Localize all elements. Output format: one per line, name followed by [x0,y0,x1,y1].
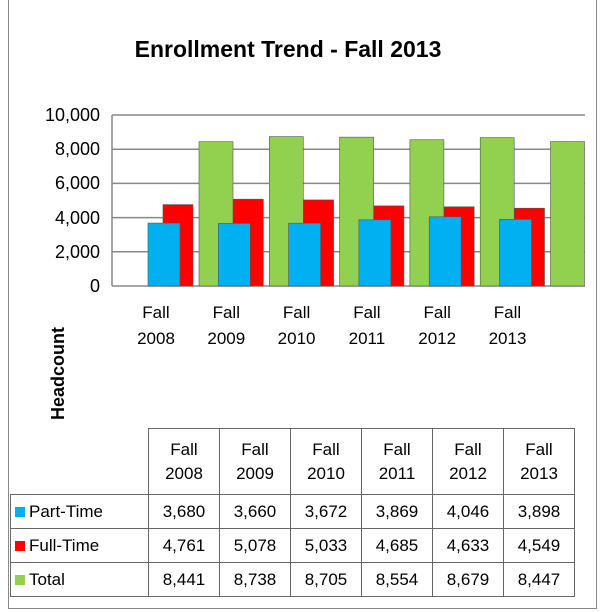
y-tick-label: 2,000 [54,241,100,262]
legend-swatch [15,506,25,517]
table-cell: 8,679 [432,562,504,597]
x-tick-label: Fall 2008 [137,303,175,348]
y-tick-label: 10,000 [44,105,100,125]
table-cell: 5,033 [290,528,362,563]
table-cell: 3,680 [148,494,220,529]
bar [499,219,532,287]
table-cell: 4,761 [148,528,220,563]
table-header-row: Fall 2008 Fall 2009 Fall 2010 Fall 2011 Fall… [11,428,575,495]
legend-entry: Part-Time [10,494,149,529]
chart-title: Enrollment Trend - Fall 2013 [134,36,442,62]
y-tick-label: 4,000 [54,207,100,228]
table-corner [11,429,149,495]
table-cell: 8,554 [361,562,433,597]
table-cell: 4,046 [432,494,504,529]
table-header: Fall 2008 [148,428,220,495]
table-row: Total 8,441 8,738 8,705 8,554 8,679 8,447 [10,562,575,597]
table-cell: 5,078 [219,528,291,563]
table-cell: 8,738 [219,562,291,597]
y-tick-label: 0 [89,276,100,296]
x-tick-label: Fall 2009 [207,303,246,348]
legend-swatch [15,540,25,551]
bar [550,141,585,287]
y-tick-label: 8,000 [54,139,100,160]
table-header: Fall 2009 [219,428,291,495]
y-tick-label: 6,000 [54,173,100,194]
table-cell: 8,447 [503,562,575,597]
x-tick-label: Fall 2013 [488,303,527,348]
table-cell: 3,660 [219,494,291,529]
table-cell: 8,705 [290,562,362,597]
table-header: Fall 2011 [361,428,433,495]
table-header: Fall 2010 [290,428,362,495]
legend-label: Full-Time [29,535,100,555]
table-header: Fall 2013 [503,428,575,495]
table-cell: 3,672 [290,494,362,529]
bar [288,222,321,287]
x-tick-label: Fall 2012 [418,303,457,348]
bar [147,222,181,287]
chart-frame [8,0,597,609]
table-header: Fall 2012 [432,428,504,495]
legend-entry: Total [10,562,149,597]
data-table: Fall 2008 Fall 2009 Fall 2010 Fall 2011 Fall… [10,428,575,597]
table-cell: 3,898 [503,494,575,529]
table-cell: 4,549 [503,528,575,563]
table-row: Part-Time 3,680 3,660 3,672 3,869 4,046 3,898 [10,494,575,529]
table-cell: 4,685 [361,528,433,563]
legend-label: Total [29,569,65,589]
bar [428,216,462,287]
legend-swatch [15,574,25,585]
legend-label: Part-Time [29,501,103,521]
table-cell: 8,441 [148,562,220,597]
bar [358,219,392,287]
table-cell: 4,633 [432,528,504,563]
x-tick-label: Fall 2011 [348,303,386,348]
table-row: Full-Time 4,761 5,078 5,033 4,685 4,633 4,549 [10,528,575,563]
table-cell: 3,869 [361,494,433,529]
legend-entry: Full-Time [10,528,149,563]
bar [218,223,251,287]
x-tick-label: Fall 2010 [277,303,316,348]
